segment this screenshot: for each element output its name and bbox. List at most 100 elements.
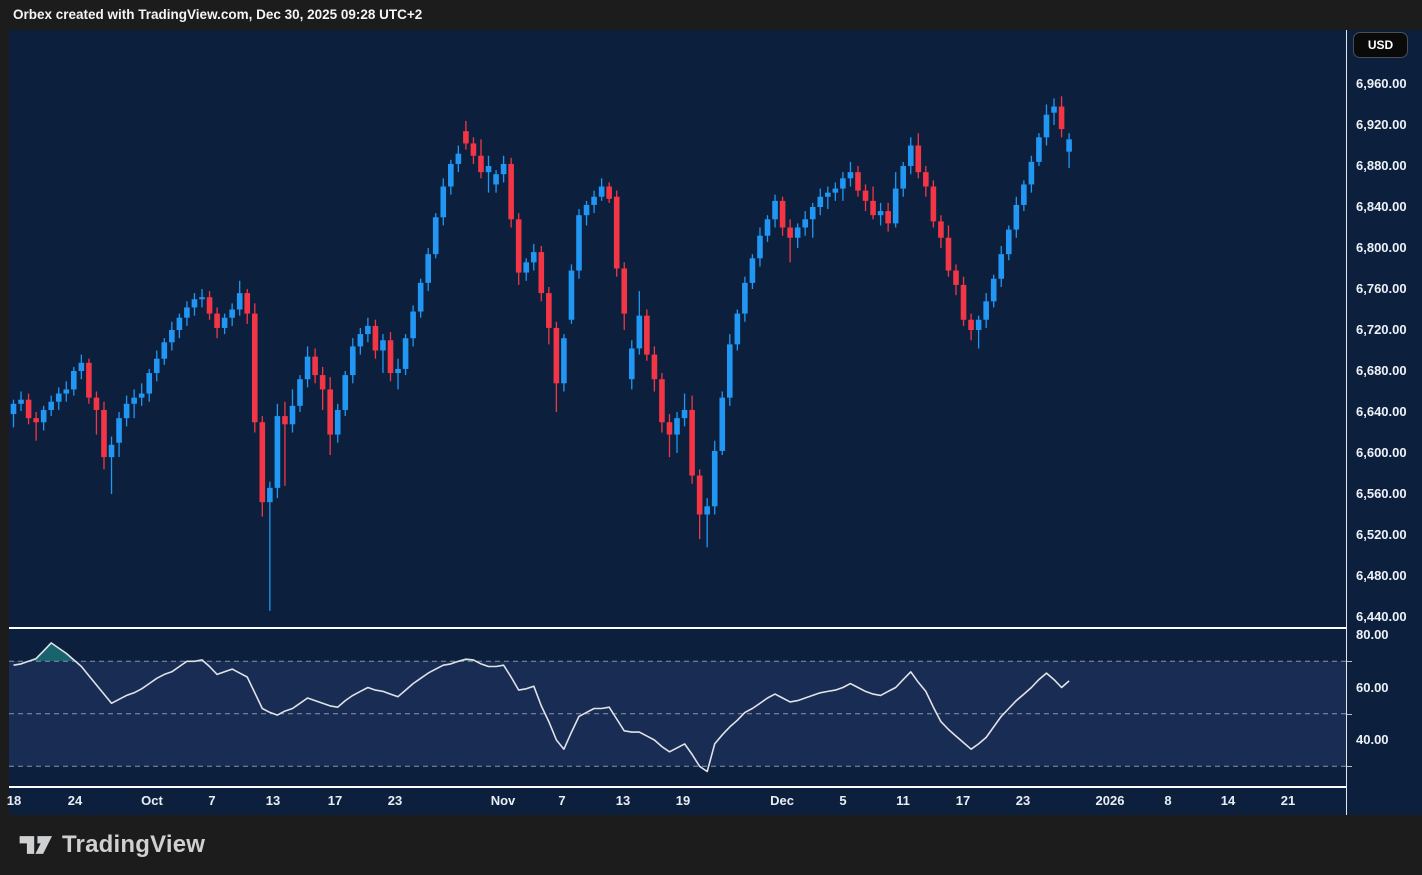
tradingview-logo[interactable]: TradingView xyxy=(18,830,205,860)
price-tick-label: 6,880.00 xyxy=(1356,158,1407,173)
candle xyxy=(267,481,273,611)
candle xyxy=(938,215,944,248)
candle xyxy=(727,334,733,406)
candle xyxy=(1021,180,1027,212)
candle xyxy=(711,440,718,515)
candle xyxy=(108,436,115,494)
candle xyxy=(184,301,190,326)
candle xyxy=(892,172,899,228)
candle xyxy=(923,166,929,197)
candle xyxy=(402,334,409,376)
currency-button[interactable]: USD xyxy=(1353,32,1408,58)
time-tick-label: 7 xyxy=(558,793,566,808)
price-tick-label: 6,800.00 xyxy=(1356,240,1407,255)
candle xyxy=(244,289,251,324)
candle xyxy=(598,178,605,201)
rsi-line xyxy=(13,642,1070,773)
candle xyxy=(169,321,175,351)
candle xyxy=(40,405,47,431)
candle xyxy=(802,211,808,236)
candle xyxy=(289,389,296,433)
candle xyxy=(146,368,153,402)
candle xyxy=(990,274,997,308)
candle xyxy=(968,313,974,341)
time-tick-label: Nov xyxy=(490,793,516,808)
candle xyxy=(591,190,597,214)
candle xyxy=(500,155,507,183)
candle xyxy=(282,401,288,486)
candle xyxy=(553,321,560,412)
candle xyxy=(176,313,183,339)
time-axis[interactable]: 18 24 Oct 7 13 17 23 Nov 7 13 19 Dec 5 11 17 23 2026 8 14 2… xyxy=(7,788,1346,815)
candle xyxy=(93,391,100,435)
candle xyxy=(704,498,710,548)
candle xyxy=(606,182,612,203)
candle xyxy=(1058,96,1065,138)
candle xyxy=(10,399,17,428)
candle xyxy=(719,391,726,456)
candle xyxy=(71,366,77,396)
watermark-title: Orbex created with TradingView.com, Dec … xyxy=(13,7,423,22)
currency-label: USD xyxy=(1367,38,1394,52)
candle xyxy=(794,223,801,248)
rsi-tick-label: 40.00 xyxy=(1356,732,1389,747)
rsi-pane[interactable] xyxy=(9,629,1346,786)
candle xyxy=(840,172,846,201)
candle xyxy=(779,196,786,236)
candle xyxy=(86,358,92,404)
candle xyxy=(432,213,439,259)
candle xyxy=(515,213,522,285)
candle xyxy=(546,286,552,345)
candle xyxy=(153,350,160,382)
main-chart-pane[interactable] xyxy=(9,30,1346,627)
candle xyxy=(312,348,318,384)
candle xyxy=(568,264,575,324)
candle xyxy=(847,161,854,187)
pane-separator[interactable] xyxy=(9,627,1346,629)
candle xyxy=(659,373,665,433)
price-tick-label: 6,640.00 xyxy=(1356,404,1407,419)
time-tick-label: 13 xyxy=(615,793,631,808)
candle xyxy=(583,200,590,226)
candlestick-chart[interactable] xyxy=(9,30,1346,627)
candle xyxy=(538,245,545,302)
candle xyxy=(983,293,989,328)
candle xyxy=(809,202,816,238)
rsi-chart[interactable] xyxy=(9,629,1346,786)
candle xyxy=(417,278,424,318)
candle xyxy=(395,358,401,390)
candle xyxy=(523,258,530,281)
candle xyxy=(387,332,394,382)
rsi-axis-tick xyxy=(1347,713,1352,715)
candle xyxy=(191,293,198,316)
price-tick-label: 6,440.00 xyxy=(1356,609,1407,624)
candle xyxy=(319,366,326,410)
candle xyxy=(274,403,281,499)
candle xyxy=(410,305,416,347)
candle xyxy=(885,202,891,232)
time-tick-label: 19 xyxy=(675,793,691,808)
rsi-tick-label: 60.00 xyxy=(1356,679,1389,695)
candle xyxy=(945,225,952,277)
candle xyxy=(613,190,620,277)
candle xyxy=(448,159,454,195)
candle xyxy=(63,381,70,402)
candle xyxy=(855,166,861,197)
candle xyxy=(297,375,303,412)
price-tick-label: 6,520.00 xyxy=(1356,527,1407,542)
time-tick-label: 2026 xyxy=(1095,793,1125,808)
rsi-axis-tick xyxy=(1347,661,1352,663)
tradingview-wordmark: TradingView xyxy=(62,831,206,858)
candle xyxy=(259,416,266,517)
price-tick-label: 6,920.00 xyxy=(1356,117,1407,132)
candle xyxy=(772,194,778,228)
price-axis[interactable]: USD 6,960.00 6,920.00 6,880.00 6,840.00 6,80… xyxy=(1346,30,1422,815)
candle xyxy=(907,137,914,175)
candle xyxy=(350,338,356,384)
candle xyxy=(425,248,431,292)
candle xyxy=(636,291,643,355)
candle xyxy=(1013,196,1020,238)
candle xyxy=(825,186,831,210)
time-tick-label: 17 xyxy=(955,793,971,808)
candle xyxy=(644,309,650,361)
